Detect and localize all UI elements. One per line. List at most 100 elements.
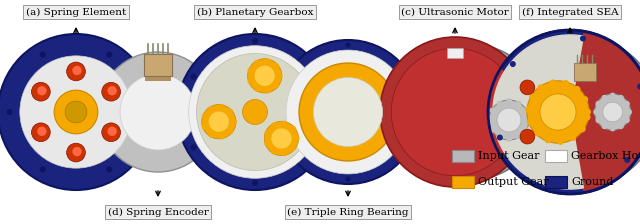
Ellipse shape [40, 166, 46, 172]
Text: (d) Spring Encoder: (d) Spring Encoder [108, 207, 209, 217]
Ellipse shape [490, 127, 495, 133]
Ellipse shape [72, 147, 82, 156]
Ellipse shape [406, 45, 541, 179]
Text: (a) Spring Element: (a) Spring Element [26, 7, 126, 17]
Ellipse shape [540, 94, 576, 130]
Ellipse shape [282, 121, 287, 126]
Ellipse shape [209, 106, 214, 111]
Ellipse shape [545, 136, 552, 143]
Ellipse shape [549, 80, 556, 86]
Ellipse shape [219, 104, 224, 109]
Text: Gearbox Housing: Gearbox Housing [571, 151, 640, 161]
Ellipse shape [108, 127, 117, 136]
Ellipse shape [529, 94, 536, 101]
Ellipse shape [562, 80, 569, 87]
Ellipse shape [209, 133, 214, 138]
Ellipse shape [584, 108, 591, 116]
Polygon shape [493, 35, 584, 189]
Ellipse shape [534, 129, 541, 136]
Ellipse shape [72, 66, 82, 75]
Bar [545, 150, 567, 162]
Ellipse shape [254, 60, 259, 65]
Bar [452, 150, 474, 162]
Ellipse shape [515, 134, 522, 140]
Ellipse shape [106, 52, 112, 58]
Ellipse shape [274, 83, 279, 88]
Text: (e) Triple Ring Bearing: (e) Triple Ring Bearing [287, 207, 409, 217]
FancyBboxPatch shape [145, 74, 171, 81]
Ellipse shape [527, 118, 534, 126]
Ellipse shape [265, 58, 270, 63]
Ellipse shape [140, 109, 145, 115]
Ellipse shape [0, 34, 154, 190]
Ellipse shape [584, 114, 591, 121]
Ellipse shape [525, 106, 532, 113]
Ellipse shape [282, 151, 287, 156]
Ellipse shape [264, 141, 269, 146]
Ellipse shape [6, 109, 13, 115]
Ellipse shape [255, 66, 275, 86]
Text: (f) Integrated SEA: (f) Integrated SEA [522, 7, 618, 17]
Ellipse shape [294, 136, 300, 141]
Ellipse shape [510, 61, 516, 67]
Ellipse shape [40, 52, 46, 58]
Ellipse shape [637, 84, 640, 89]
Ellipse shape [196, 54, 314, 170]
Ellipse shape [219, 135, 224, 140]
Ellipse shape [252, 38, 258, 44]
Ellipse shape [520, 80, 535, 95]
Ellipse shape [557, 138, 564, 145]
Ellipse shape [108, 86, 117, 95]
Ellipse shape [487, 117, 493, 123]
Ellipse shape [264, 121, 299, 156]
Ellipse shape [20, 56, 132, 168]
Ellipse shape [489, 100, 529, 140]
Ellipse shape [248, 68, 253, 73]
Bar [545, 176, 567, 188]
Ellipse shape [228, 129, 234, 134]
Ellipse shape [497, 108, 521, 132]
Ellipse shape [189, 46, 321, 178]
Text: Ground: Ground [571, 177, 613, 187]
Ellipse shape [626, 109, 632, 115]
Ellipse shape [413, 52, 533, 172]
Ellipse shape [579, 125, 586, 132]
Ellipse shape [102, 123, 120, 142]
FancyBboxPatch shape [144, 54, 172, 76]
Ellipse shape [248, 59, 282, 93]
Ellipse shape [554, 183, 560, 188]
Ellipse shape [518, 46, 640, 178]
Ellipse shape [624, 117, 630, 123]
Ellipse shape [624, 157, 630, 163]
Ellipse shape [202, 105, 236, 139]
Ellipse shape [232, 119, 237, 124]
Ellipse shape [314, 73, 319, 80]
Ellipse shape [65, 101, 87, 123]
Ellipse shape [497, 135, 503, 140]
Ellipse shape [618, 123, 624, 129]
Ellipse shape [603, 102, 623, 122]
Ellipse shape [291, 126, 296, 131]
Ellipse shape [610, 125, 616, 131]
Ellipse shape [271, 123, 276, 127]
Ellipse shape [581, 96, 588, 103]
Ellipse shape [403, 76, 408, 81]
Ellipse shape [286, 50, 410, 174]
Ellipse shape [527, 81, 589, 143]
Ellipse shape [490, 108, 495, 114]
FancyBboxPatch shape [447, 48, 463, 58]
Text: Output Gear: Output Gear [478, 177, 548, 187]
Ellipse shape [67, 143, 85, 162]
Ellipse shape [102, 82, 120, 101]
Ellipse shape [265, 89, 270, 94]
Ellipse shape [569, 134, 576, 141]
Ellipse shape [488, 30, 640, 194]
Ellipse shape [580, 36, 586, 41]
Text: Input Gear: Input Gear [478, 151, 540, 161]
Ellipse shape [497, 101, 502, 107]
Text: (b) Planetary Gearbox: (b) Planetary Gearbox [196, 7, 313, 17]
Ellipse shape [602, 95, 607, 101]
Ellipse shape [209, 112, 229, 132]
Ellipse shape [54, 90, 98, 134]
Text: (c) Ultrasonic Motor: (c) Ultrasonic Motor [401, 7, 509, 17]
